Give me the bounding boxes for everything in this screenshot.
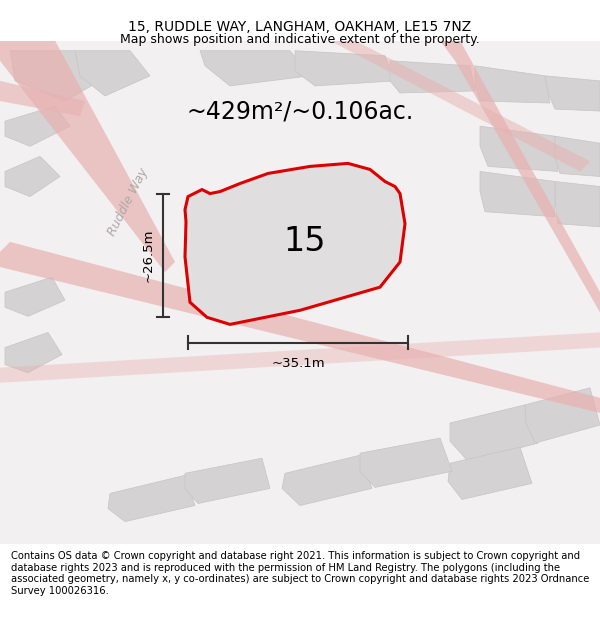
- Text: ~35.1m: ~35.1m: [271, 357, 325, 369]
- Polygon shape: [282, 455, 372, 506]
- Text: Ruddle Way: Ruddle Way: [106, 166, 151, 238]
- Polygon shape: [555, 136, 600, 176]
- Polygon shape: [0, 81, 85, 116]
- Text: 15, RUDDLE WAY, LANGHAM, OAKHAM, LE15 7NZ: 15, RUDDLE WAY, LANGHAM, OAKHAM, LE15 7N…: [128, 20, 472, 34]
- Polygon shape: [0, 242, 600, 413]
- Polygon shape: [0, 41, 175, 272]
- Polygon shape: [390, 61, 475, 93]
- Text: Map shows position and indicative extent of the property.: Map shows position and indicative extent…: [120, 32, 480, 46]
- Polygon shape: [10, 51, 100, 101]
- Text: ~26.5m: ~26.5m: [142, 229, 155, 282]
- Polygon shape: [108, 476, 195, 522]
- Text: Contains OS data © Crown copyright and database right 2021. This information is : Contains OS data © Crown copyright and d…: [11, 551, 589, 596]
- Polygon shape: [200, 51, 310, 86]
- Text: ~429m²/~0.106ac.: ~429m²/~0.106ac.: [187, 99, 413, 123]
- Polygon shape: [185, 163, 405, 324]
- Text: 15: 15: [284, 226, 326, 258]
- Polygon shape: [5, 332, 62, 372]
- Polygon shape: [5, 277, 65, 316]
- Polygon shape: [0, 332, 600, 382]
- Polygon shape: [480, 126, 558, 171]
- Polygon shape: [450, 405, 538, 461]
- Polygon shape: [480, 171, 555, 217]
- Polygon shape: [185, 458, 270, 504]
- Polygon shape: [5, 106, 70, 146]
- Polygon shape: [440, 41, 600, 312]
- Polygon shape: [75, 51, 150, 96]
- Polygon shape: [525, 388, 600, 443]
- Polygon shape: [330, 41, 590, 171]
- Polygon shape: [360, 438, 452, 488]
- Polygon shape: [545, 76, 600, 111]
- Polygon shape: [448, 447, 532, 499]
- Polygon shape: [555, 181, 600, 227]
- Polygon shape: [475, 66, 550, 103]
- Polygon shape: [295, 51, 395, 86]
- Polygon shape: [5, 156, 60, 197]
